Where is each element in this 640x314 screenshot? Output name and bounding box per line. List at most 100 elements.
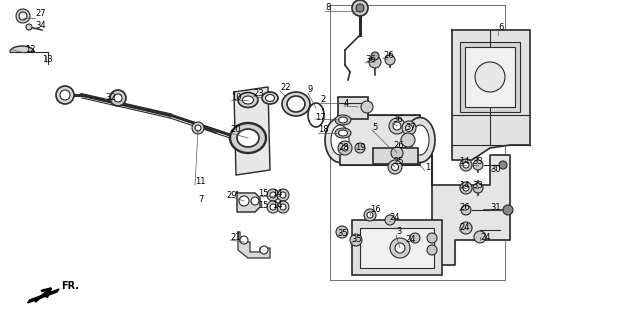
Text: 2: 2 [320,95,325,105]
Text: 7: 7 [198,196,204,204]
Text: 24: 24 [459,224,470,232]
Text: 13: 13 [42,56,52,64]
Polygon shape [28,289,59,303]
Text: 24: 24 [389,214,399,223]
Text: 8: 8 [325,3,330,13]
Text: 4: 4 [344,99,349,107]
Circle shape [503,205,513,215]
Polygon shape [432,155,510,265]
Circle shape [267,189,279,201]
Ellipse shape [287,96,305,112]
Circle shape [356,4,364,12]
Circle shape [361,101,373,113]
Text: 6: 6 [498,24,504,33]
Text: 36: 36 [392,116,403,124]
Circle shape [392,164,399,171]
Circle shape [60,90,70,100]
Polygon shape [237,192,260,212]
Ellipse shape [325,117,355,163]
Bar [340,115,420,165]
Circle shape [336,226,348,238]
Circle shape [367,212,373,218]
Text: 37: 37 [405,123,416,133]
Circle shape [277,189,289,201]
Circle shape [395,243,405,253]
Ellipse shape [230,123,266,153]
Text: 17: 17 [315,112,326,122]
Circle shape [499,161,507,169]
Text: 11: 11 [195,177,205,187]
Text: 15: 15 [258,201,269,209]
Circle shape [385,215,395,225]
Circle shape [260,246,268,254]
Circle shape [240,236,248,244]
Circle shape [270,204,276,210]
Text: FR.: FR. [61,281,79,291]
Circle shape [114,94,122,102]
Circle shape [251,197,259,205]
Text: 1: 1 [425,164,430,172]
Circle shape [16,9,30,23]
Circle shape [19,12,27,20]
Circle shape [463,185,469,191]
Circle shape [390,238,410,258]
Text: 36: 36 [365,56,376,64]
Text: 28: 28 [338,143,349,153]
Circle shape [26,24,32,30]
Text: 14: 14 [272,188,282,198]
Circle shape [350,234,362,246]
Text: 31: 31 [490,203,500,212]
Text: 35: 35 [337,230,348,239]
Bar [460,42,520,112]
Ellipse shape [282,92,310,116]
Circle shape [239,196,249,206]
Ellipse shape [339,117,348,123]
Circle shape [277,201,289,213]
Text: 29: 29 [226,191,237,199]
Bar [373,148,418,164]
Circle shape [388,160,402,174]
Polygon shape [238,232,270,258]
Text: 15: 15 [258,188,269,198]
Circle shape [280,192,286,198]
Circle shape [460,222,472,234]
Ellipse shape [335,128,351,138]
Bar [352,220,442,275]
Ellipse shape [335,115,351,125]
Bar [360,228,434,268]
Ellipse shape [237,129,259,147]
Text: 22: 22 [280,84,291,93]
Circle shape [461,205,471,215]
Ellipse shape [262,92,278,104]
Circle shape [463,162,469,168]
Text: 32: 32 [105,93,116,101]
Circle shape [385,55,395,65]
Bar [465,47,515,107]
Circle shape [406,124,413,132]
Circle shape [352,0,368,16]
Circle shape [474,231,486,243]
Circle shape [401,133,415,147]
Text: 21: 21 [230,234,241,242]
Text: 18: 18 [318,126,328,134]
Circle shape [473,183,483,193]
Bar [338,97,368,119]
Circle shape [460,182,472,194]
Polygon shape [452,30,530,160]
Circle shape [460,159,472,171]
Text: 20: 20 [230,126,241,134]
Text: 30: 30 [490,165,500,175]
Ellipse shape [411,125,429,155]
Circle shape [389,118,405,134]
Circle shape [427,245,437,255]
Circle shape [369,56,381,68]
Text: 16: 16 [370,205,381,214]
Text: 26: 26 [383,51,394,59]
Text: 26: 26 [393,140,404,149]
Bar [330,5,505,280]
Circle shape [427,233,437,243]
Circle shape [355,143,365,153]
Text: 3: 3 [396,228,401,236]
Circle shape [371,52,379,60]
Text: 33: 33 [472,181,483,190]
